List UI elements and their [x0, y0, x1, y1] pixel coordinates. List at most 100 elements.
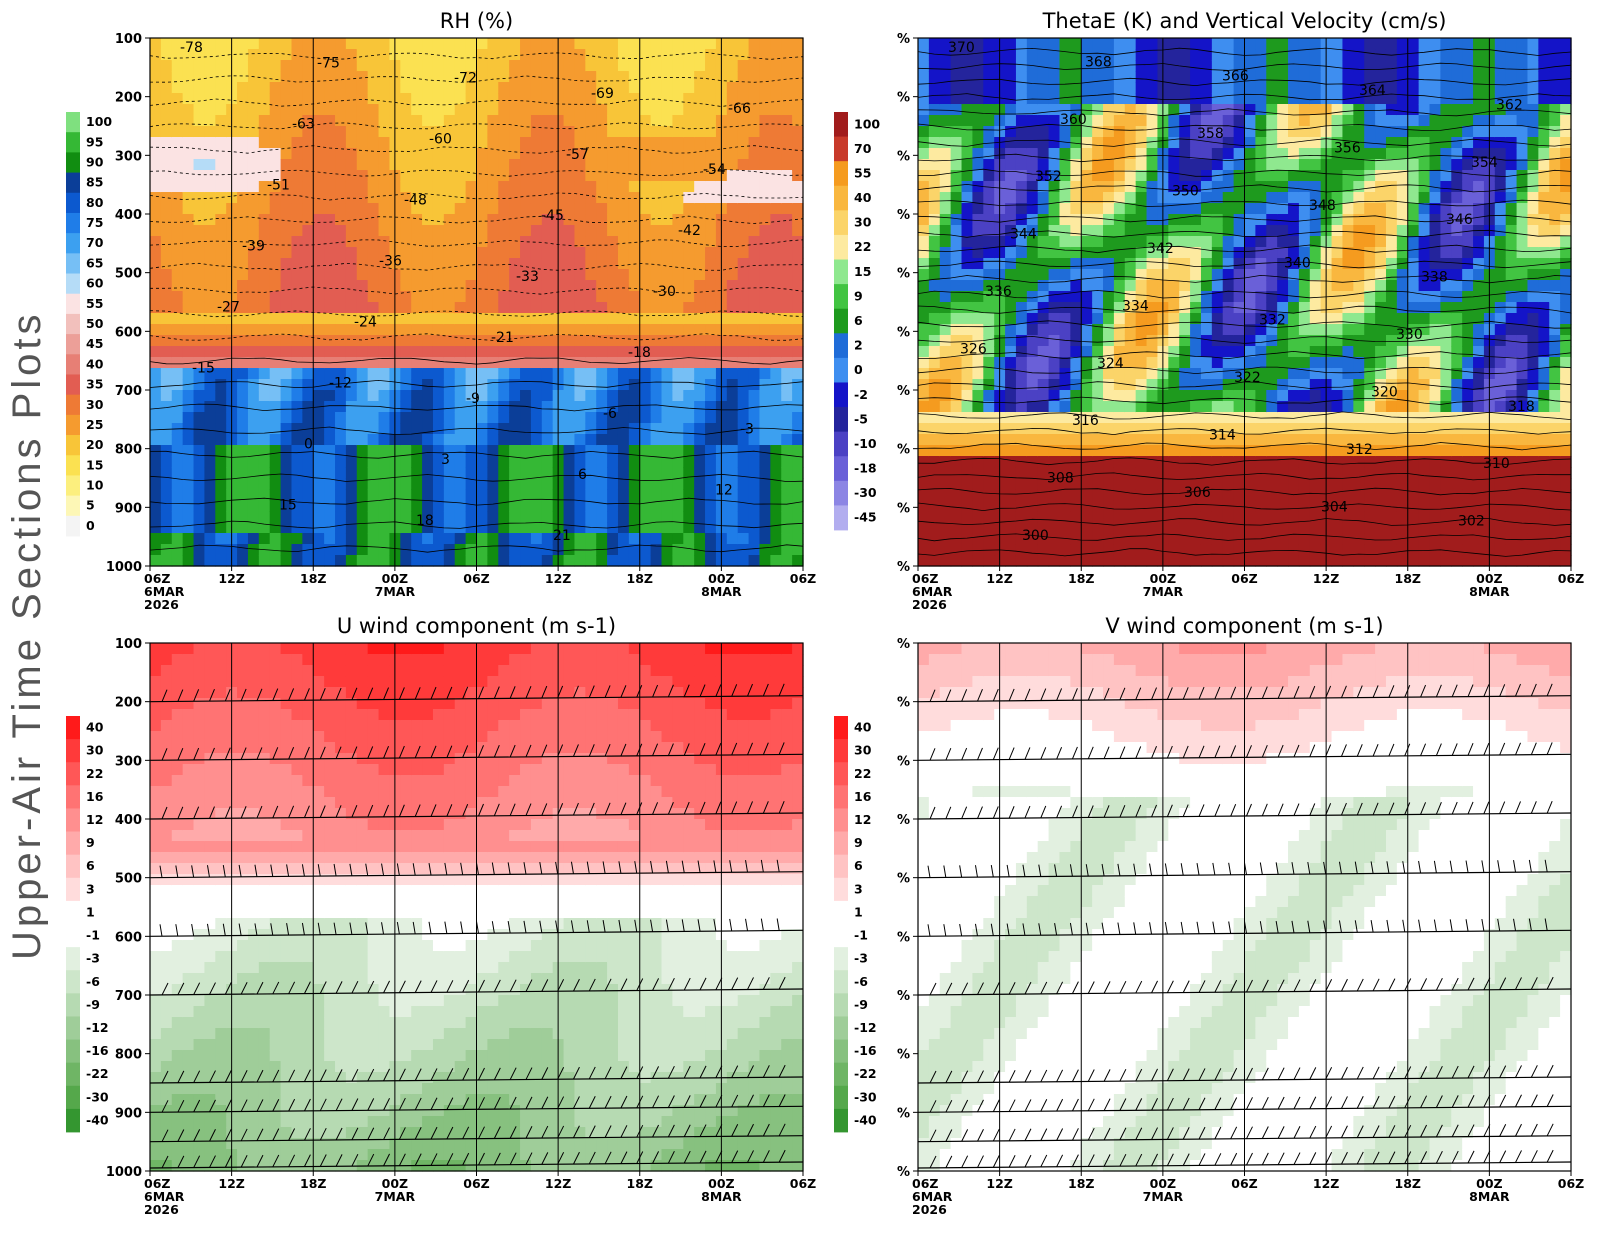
rh-field-cell: [737, 522, 750, 534]
rh-field-cell: [770, 555, 782, 567]
rh-field-cell: [487, 93, 499, 105]
rh-field-cell: [204, 401, 216, 413]
rh-field-cell: [171, 313, 184, 325]
rh-field-cell: [574, 401, 586, 413]
rh-field-cell: [705, 247, 717, 259]
thetae-field-cell: [1048, 225, 1061, 237]
rh-field-cell: [378, 269, 391, 281]
thetae-field-cell: [1015, 302, 1028, 314]
thetae-field-cell: [1005, 71, 1017, 83]
thetae-field-cell: [1037, 60, 1050, 72]
thetae-field-cell: [1168, 104, 1180, 116]
rh-field-cell: [280, 280, 293, 292]
thetae-field-cell: [1015, 368, 1028, 380]
rh-field-cell: [541, 456, 554, 468]
thetae-field-cell: [1015, 126, 1028, 138]
rh-field-cell: [237, 511, 249, 523]
rh-field-cell: [258, 456, 271, 468]
thetae-field-cell: [961, 478, 974, 490]
rh-field-cell: [683, 379, 695, 391]
thetae-field-cell: [1146, 214, 1159, 226]
rh-field-cell: [476, 401, 488, 413]
rh-field-cell: [509, 126, 521, 138]
thetae-field-cell: [1103, 489, 1115, 501]
thetae-field-cell: [939, 390, 952, 402]
thetae-field-cell: [950, 401, 963, 413]
rh-field-cell: [487, 60, 499, 72]
rh-field-cell: [443, 313, 456, 325]
rh-field-cell: [694, 445, 706, 457]
thetae-field-cell: [1015, 71, 1028, 83]
thetae-field-cell: [983, 82, 995, 94]
rh-field-cell: [237, 192, 249, 204]
rh-field-cell: [182, 192, 195, 204]
rh-field-cell: [291, 126, 303, 138]
rh-field-cell: [781, 434, 793, 446]
rh-field-cell: [694, 346, 706, 358]
thetae-field-cell: [1244, 335, 1256, 347]
thetae-field-cell: [1342, 500, 1354, 512]
rh-field-cell: [541, 269, 554, 281]
rh-colorbar-label: 50: [86, 316, 104, 331]
rh-field-cell: [683, 313, 695, 325]
rh-field-cell: [422, 126, 434, 138]
rh-field-cell: [356, 302, 369, 314]
rh-field-cell: [661, 225, 673, 237]
rh-field-cell: [596, 93, 608, 105]
thetae-field-cell: [1222, 423, 1235, 435]
rh-field-cell: [520, 456, 532, 468]
rh-field-cell: [215, 225, 227, 237]
rh-field-cell: [291, 159, 303, 171]
rh-field-cell: [182, 148, 195, 160]
rh-field-cell: [443, 214, 456, 226]
thetae-field-cell: [1168, 357, 1180, 369]
rh-field-cell: [759, 192, 771, 204]
rh-field-cell: [520, 522, 532, 534]
rh-field-cell: [422, 159, 434, 171]
thetae-field-cell: [1331, 522, 1344, 534]
rh-field-cell: [193, 71, 206, 83]
rh-field-cell: [237, 269, 249, 281]
rh-field-cell: [324, 214, 336, 226]
thetae-field-cell: [1211, 115, 1224, 127]
thetae-field-cell: [1081, 423, 1093, 435]
rh-field-cell: [476, 236, 488, 248]
rh-field-cell: [759, 82, 771, 94]
rh-field-cell: [193, 467, 206, 479]
rh-field-cell: [258, 368, 271, 380]
rh-field-cell: [563, 104, 576, 116]
rh-field-cell: [650, 434, 663, 446]
thetae-field-cell: [972, 544, 984, 556]
rh-field-cell: [400, 170, 412, 182]
thetae-field-cell: [1353, 137, 1365, 149]
rh-field-cell: [694, 93, 706, 105]
rh-field-cell: [411, 60, 423, 72]
rh-field-cell: [454, 467, 467, 479]
rh-field-cell: [694, 291, 706, 303]
thetae-field-cell: [1168, 467, 1180, 479]
rh-field-cell: [204, 137, 216, 149]
rh-field-cell: [454, 104, 467, 116]
rh-field-cell: [160, 181, 173, 193]
rh-field-cell: [247, 49, 260, 61]
thetae-field-cell: [1190, 148, 1202, 160]
rh-field-cell: [367, 467, 380, 479]
rh-field-cell: [160, 126, 173, 138]
rh-field-cell: [607, 500, 619, 512]
rh-field-cell: [378, 335, 391, 347]
rh-field-cell: [193, 214, 206, 226]
rh-field-cell: [628, 379, 641, 391]
rh-field-cell: [476, 247, 488, 259]
rh-field-cell: [759, 93, 771, 105]
thetae-field-cell: [1190, 247, 1202, 259]
rh-field-cell: [324, 533, 336, 545]
thetae-field-cell: [1103, 236, 1115, 248]
thetae-field-cell: [1200, 214, 1213, 226]
rh-field-cell: [378, 170, 391, 182]
rh-field-cell: [737, 126, 750, 138]
thetae-field-cell: [1353, 225, 1365, 237]
rh-field-cell: [541, 291, 554, 303]
rh-field-cell: [520, 181, 532, 193]
thetae-field-cell: [1244, 379, 1256, 391]
rh-field-cell: [585, 192, 597, 204]
